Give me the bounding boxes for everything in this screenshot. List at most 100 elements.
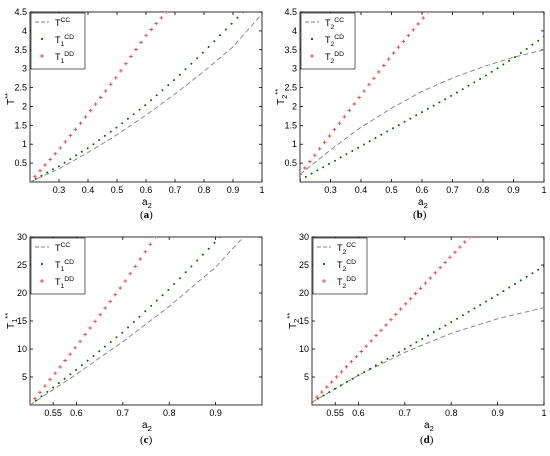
series-DD-point (134, 47, 138, 52)
legend: T2CC T2CD T2DD (300, 12, 356, 70)
series-CD-point (184, 68, 187, 71)
series-CD-point (109, 130, 112, 133)
series-DD-point (421, 16, 425, 20)
panel-caption: (a) (140, 209, 153, 221)
y-axis-label: T1** (3, 313, 19, 329)
series-CD-point (69, 158, 72, 161)
series-CD-point (380, 133, 383, 136)
y-tick-label: 10 (17, 344, 27, 354)
series-CD-point (543, 265, 544, 268)
series-CD-point (351, 150, 354, 152)
x-tick-label: 0.5 (111, 185, 124, 195)
y-tick-label: 30 (17, 232, 27, 242)
series-DD-point (315, 395, 319, 399)
y-tick-label: 20 (299, 288, 309, 298)
x-tick-label: 0.6 (140, 185, 153, 195)
series-CD-point (514, 56, 516, 59)
series-DD-point (143, 249, 148, 254)
series-CD-point (485, 300, 487, 303)
series-CD-point (121, 122, 124, 125)
series-DD-point (303, 166, 307, 170)
series-DD-point (68, 133, 73, 138)
series-CD-point (92, 355, 95, 357)
series-CD-point (63, 161, 66, 164)
series-DD-point (372, 76, 376, 81)
series-CC-line (300, 49, 544, 175)
series-DD-point (320, 390, 324, 394)
series-layer (30, 12, 262, 182)
series-CD-point (456, 317, 458, 320)
y-axis-label: T2** (285, 313, 301, 329)
series-CD-point (525, 47, 528, 50)
series-CD-point (525, 275, 528, 278)
series-DD-point (139, 40, 143, 45)
series-DD-point (448, 255, 452, 260)
series-CD-point (201, 51, 204, 54)
series-DD-point (83, 332, 87, 337)
y-tick-label: 5 (22, 372, 27, 382)
series-CD-point (496, 67, 499, 70)
x-tick-label: 0.6 (70, 408, 83, 418)
x-tick-label: 0.7 (117, 408, 130, 418)
series-DD-point (416, 22, 420, 26)
series-CD-point (69, 373, 72, 376)
series-CD-point (334, 387, 337, 390)
series-CD-point (357, 374, 360, 377)
series-DD-point (398, 307, 403, 311)
series-CD-point (502, 290, 505, 293)
series-DD-point (98, 95, 103, 100)
series-CD-point (444, 98, 447, 101)
panel-caption: (c) (140, 434, 153, 446)
panel-a: 0.3 0.4 0.5 0.6 0.7 0.8 0.9 1 0.5 1 1.5 2 2.5 3 3.5 4 4.… (3, 7, 265, 221)
series-DD-point (382, 63, 386, 68)
series-DD-point (391, 51, 396, 55)
series-DD-point (354, 354, 359, 359)
series-CD-point (115, 126, 118, 129)
series-CD-point (398, 351, 400, 354)
series-CD-point (427, 334, 429, 337)
series-CD-point (178, 277, 181, 280)
series-DD-point (78, 121, 83, 125)
series-CD-point (531, 43, 534, 46)
legend-box (30, 12, 86, 70)
series-CD-point (473, 307, 476, 310)
series-CD-point (98, 139, 101, 141)
y-tick-label: 4 (292, 26, 297, 36)
series-CD-point (207, 247, 210, 250)
y-tick-label: 25 (299, 260, 309, 270)
series-CD-point (322, 394, 325, 397)
x-tick-label: 0.5 (385, 185, 398, 195)
series-DD-point (53, 151, 57, 156)
series-CD-point (490, 297, 493, 300)
series-CD-point (40, 174, 43, 177)
series-CD-point (403, 348, 406, 350)
series-DD-point (317, 147, 322, 151)
y-tick-label: 2 (22, 101, 27, 111)
series-CD-point (34, 177, 37, 180)
panel-d: 0.55 0.6 0.7 0.8 0.9 151015202530a2T2**T2CCT2… (285, 232, 547, 446)
series-layer (300, 12, 544, 182)
series-CD-point (508, 286, 511, 289)
series-CD-point (333, 159, 336, 162)
y-tick-label: 3.5 (284, 45, 297, 55)
x-tick-label: 0.7 (399, 408, 412, 418)
series-DD-point (133, 264, 137, 269)
x-tick-label: 1 (541, 185, 546, 195)
series-DD-point (384, 323, 388, 327)
y-tick-label: 0.5 (284, 158, 297, 168)
series-DD-point (159, 16, 164, 20)
legend: TCC T1CD T1DD (30, 12, 86, 70)
series-DD-point (312, 400, 314, 404)
series-DD-point (458, 245, 462, 249)
y-tick-label: 30 (299, 232, 309, 242)
series-CD-point (304, 175, 307, 178)
series-CD-point (207, 46, 210, 48)
series-CD-point (479, 304, 482, 306)
series-DD-point (413, 291, 418, 296)
series-CD-point (242, 12, 245, 13)
series-DD-point (411, 28, 416, 32)
series-CD-point (409, 117, 412, 120)
series-DD-point (359, 349, 364, 354)
series-CD-point (98, 350, 101, 353)
